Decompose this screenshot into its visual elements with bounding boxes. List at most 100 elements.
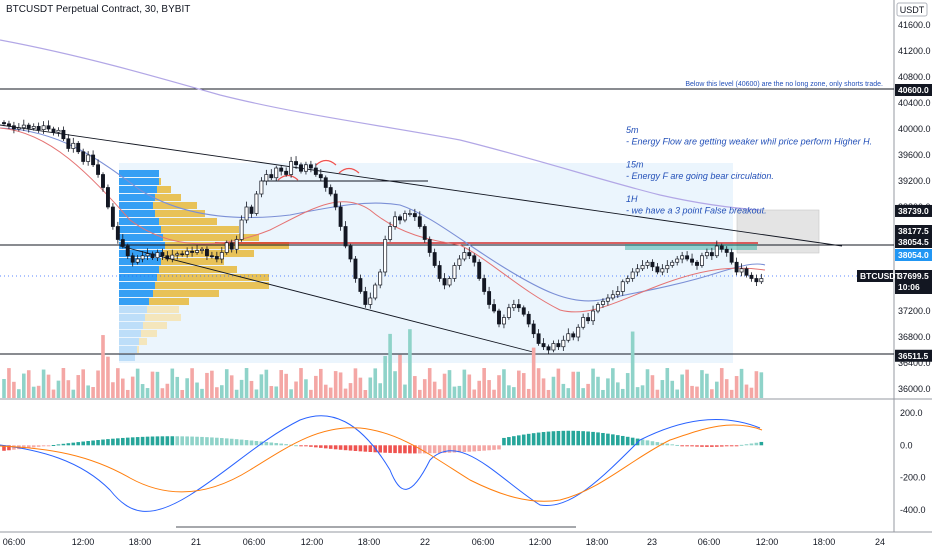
macd-histogram-bar (413, 445, 417, 454)
candle (744, 268, 749, 276)
volume-bar (710, 389, 714, 398)
macd-histogram-bar (190, 436, 194, 446)
macd-histogram-bar (205, 437, 209, 446)
macd-histogram-bar (101, 439, 105, 446)
candle (6, 123, 11, 127)
macd-histogram-bar (492, 445, 496, 450)
candle (135, 258, 140, 263)
volume-bar (541, 378, 546, 398)
volume-profile-bar (119, 178, 159, 185)
macd-histogram-bar (685, 445, 689, 447)
volume-bar (264, 369, 269, 398)
macd-histogram-bar (343, 445, 348, 451)
signal-line (0, 424, 763, 502)
volume-bar (606, 378, 610, 398)
candle (571, 333, 576, 338)
volume-bar (601, 389, 605, 398)
price-level-tag-label: 38177.5 (898, 226, 929, 236)
volume-bar (229, 375, 234, 398)
volume-bar (754, 371, 759, 398)
price-level-tag-label: 38054.5 (898, 237, 929, 247)
candle (308, 164, 313, 169)
candle (675, 258, 680, 263)
macd-histogram-bar (477, 445, 481, 452)
macd-histogram-bar (46, 445, 51, 447)
macd-histogram-bar (497, 445, 501, 450)
price-level-tag (895, 204, 932, 217)
symbol-tag (857, 270, 893, 282)
macd-histogram-bar (41, 445, 46, 447)
time-axis-label: 22 (420, 537, 430, 547)
macd-histogram-bar (333, 445, 338, 450)
volume-bar (36, 385, 41, 398)
macd-histogram-bar (31, 445, 36, 448)
macd-histogram-bar (739, 444, 744, 446)
macd-histogram-bar (116, 438, 120, 446)
volume-bar (591, 368, 595, 398)
volume-bar (76, 375, 81, 398)
candle (66, 138, 71, 149)
candle (610, 294, 615, 299)
macd-histogram-bar (517, 435, 521, 446)
macd-histogram-bar (452, 445, 457, 453)
candle (754, 278, 759, 283)
candle (130, 255, 135, 263)
macd-histogram-bar (26, 445, 31, 448)
candle (214, 256, 219, 260)
volume-profile-bar (145, 314, 181, 321)
analysis-note-line: 15m (626, 160, 644, 170)
macd-histogram-bar (81, 441, 85, 446)
volume-bar (715, 381, 719, 398)
volume-bar (502, 369, 506, 398)
macd-histogram-bar (363, 445, 368, 452)
candle (759, 278, 764, 283)
macd-histogram-bar (150, 436, 155, 446)
volume-bar (447, 370, 452, 398)
volume-bar (566, 388, 571, 398)
candle (526, 313, 531, 325)
macd-histogram-bar (442, 445, 447, 453)
macd-histogram-bar (195, 436, 199, 446)
candle (318, 174, 323, 179)
candle (447, 278, 452, 286)
candle (115, 226, 120, 240)
volume-bar (26, 370, 31, 398)
volume-bar (323, 384, 328, 398)
volume-bar (403, 384, 407, 398)
price-tick-label: 36400.0 (898, 358, 931, 368)
macd-histogram-bar (368, 445, 373, 452)
volume-profile-bar (119, 338, 139, 345)
volume-bar (234, 389, 239, 398)
macd-histogram-bar (160, 436, 165, 446)
macd-histogram-bar (229, 438, 234, 446)
volume-bar (170, 368, 175, 398)
volume-profile-bar (119, 330, 141, 337)
volume-bar (155, 371, 160, 398)
volume-bar (586, 383, 590, 398)
macd-histogram-bar (521, 434, 526, 446)
volume-bar (675, 389, 679, 398)
candle (313, 167, 318, 175)
volume-bar (645, 369, 650, 398)
macd-histogram-bar (175, 436, 180, 446)
last-price-value: 37699.5 (898, 271, 929, 281)
candle (704, 252, 709, 257)
macd-histogram-bar (86, 441, 90, 446)
volume-bar (121, 378, 125, 398)
macd-histogram-bar (56, 444, 61, 446)
candle (502, 317, 506, 325)
macd-histogram-bar (274, 443, 279, 446)
volume-profile-bar (157, 274, 269, 281)
macd-histogram-bar (447, 445, 452, 453)
volume-bar (358, 377, 363, 398)
candle (541, 343, 546, 348)
candle (333, 193, 338, 208)
macd-histogram-bar (393, 445, 397, 454)
macd-histogram-bar (705, 445, 709, 447)
volume-bar (86, 385, 90, 398)
macd-histogram-bar (754, 442, 759, 446)
candle (734, 261, 739, 273)
candle (348, 245, 353, 260)
volume-bar (492, 389, 496, 398)
